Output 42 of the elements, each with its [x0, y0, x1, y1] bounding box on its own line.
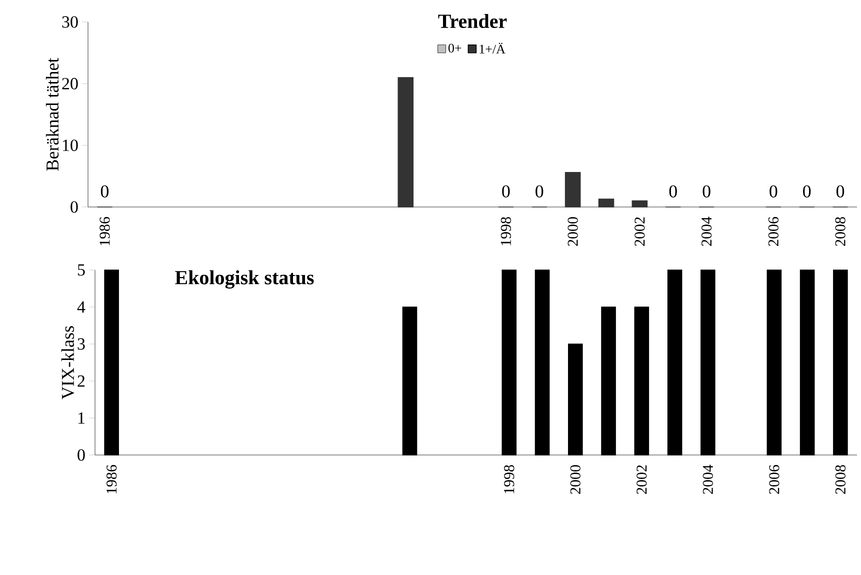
y-tick-label: 0	[70, 201, 78, 213]
chart-title: Ekologisk status	[175, 270, 314, 289]
y-tick-label: 0	[78, 449, 85, 461]
x-tick-label: 1998	[504, 465, 514, 494]
bar	[632, 200, 648, 208]
y-tick-label: 20	[62, 78, 78, 90]
y-tick-label: 10	[62, 140, 78, 152]
data-label: 0	[536, 185, 544, 198]
x-tick-label: 2000	[570, 465, 580, 494]
y-tick-label: 1	[78, 412, 84, 424]
x-tick-label: 2002	[634, 217, 645, 246]
data-label: 0	[803, 185, 811, 198]
legend-label: 0+	[448, 44, 462, 53]
x-tick-label: 2004	[702, 464, 713, 494]
y-tick-label: 2	[78, 375, 85, 387]
y-tick-label: 5	[78, 264, 85, 276]
x-tick-label: 2006	[768, 216, 778, 246]
chart-title: Trender	[438, 14, 507, 28]
data-label: 0	[502, 185, 510, 198]
y-axis-title: Beräknad täthet	[46, 58, 59, 171]
bar	[598, 198, 614, 208]
y-tick-label: 4	[77, 301, 86, 313]
y-axis-title: VIX-klass	[61, 326, 74, 400]
data-label: 0	[836, 185, 844, 198]
data-label: 0	[702, 185, 710, 198]
x-tick-label: 2008	[835, 217, 846, 246]
y-tick-label: 30	[62, 16, 78, 28]
y-tick-label: 3	[78, 338, 85, 350]
bar	[564, 172, 581, 208]
x-tick-label: 1986	[106, 464, 117, 494]
data-label: 0	[770, 185, 778, 198]
x-tick-label: 2002	[636, 465, 647, 494]
legend-label: 1+/Ä	[480, 42, 506, 54]
x-tick-label: 2000	[568, 217, 578, 246]
x-tick-label: 2004	[701, 216, 712, 246]
x-tick-label: 2006	[769, 464, 780, 494]
data-label: 0	[669, 185, 677, 198]
x-tick-label: 1998	[500, 217, 511, 246]
data-label: 0	[100, 185, 109, 198]
bar	[398, 77, 414, 208]
x-tick-label: 1986	[100, 216, 110, 246]
x-tick-label: 2008	[835, 465, 846, 494]
